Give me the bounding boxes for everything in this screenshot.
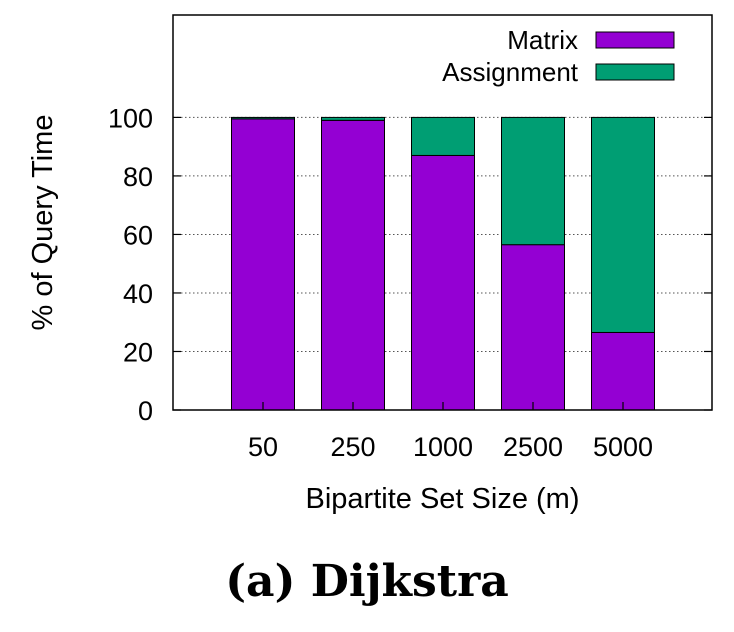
figure-caption: (a) Dijkstra [225, 556, 509, 607]
x-tick-label: 1000 [413, 432, 473, 462]
bar-assignment-1000 [411, 116, 475, 156]
legend-label-matrix: Matrix [507, 25, 578, 55]
y-tick-label: 80 [123, 162, 153, 192]
x-tick-label: 250 [330, 432, 375, 462]
legend-label-assignment: Assignment [442, 57, 579, 87]
y-axis-ticks: 0 20 40 60 80 100 [108, 103, 712, 426]
y-tick-label: 40 [123, 279, 153, 309]
y-tick-label: 20 [123, 337, 153, 367]
y-tick-label: 0 [138, 396, 153, 426]
y-tick-label: 100 [108, 103, 153, 133]
bar-assignment-2500 [501, 116, 565, 246]
x-tick-label: 50 [248, 432, 278, 462]
bars [231, 116, 655, 411]
y-axis-label: % of Query Time [27, 115, 59, 331]
bar-matrix-50 [231, 118, 295, 411]
bar-matrix-5000 [591, 331, 655, 411]
bar-assignment-5000 [591, 116, 655, 333]
bar-assignment-250 [321, 116, 385, 121]
x-axis-ticks: 50 250 1000 2500 5000 [248, 402, 653, 462]
chart: 0 20 40 60 80 100 50 250 1000 2500 5000 % of Quer… [27, 14, 713, 515]
bar-matrix-250 [321, 119, 385, 411]
bar-assignment-50 [231, 116, 295, 120]
legend-swatch-assignment [595, 63, 675, 81]
bar-matrix-1000 [411, 154, 475, 411]
y-tick-label: 60 [123, 220, 153, 250]
x-tick-label: 5000 [593, 432, 653, 462]
legend-swatch-matrix [595, 31, 675, 49]
bar-matrix-2500 [501, 244, 565, 411]
x-axis-label: Bipartite Set Size (m) [306, 483, 580, 515]
x-tick-label: 2500 [503, 432, 563, 462]
